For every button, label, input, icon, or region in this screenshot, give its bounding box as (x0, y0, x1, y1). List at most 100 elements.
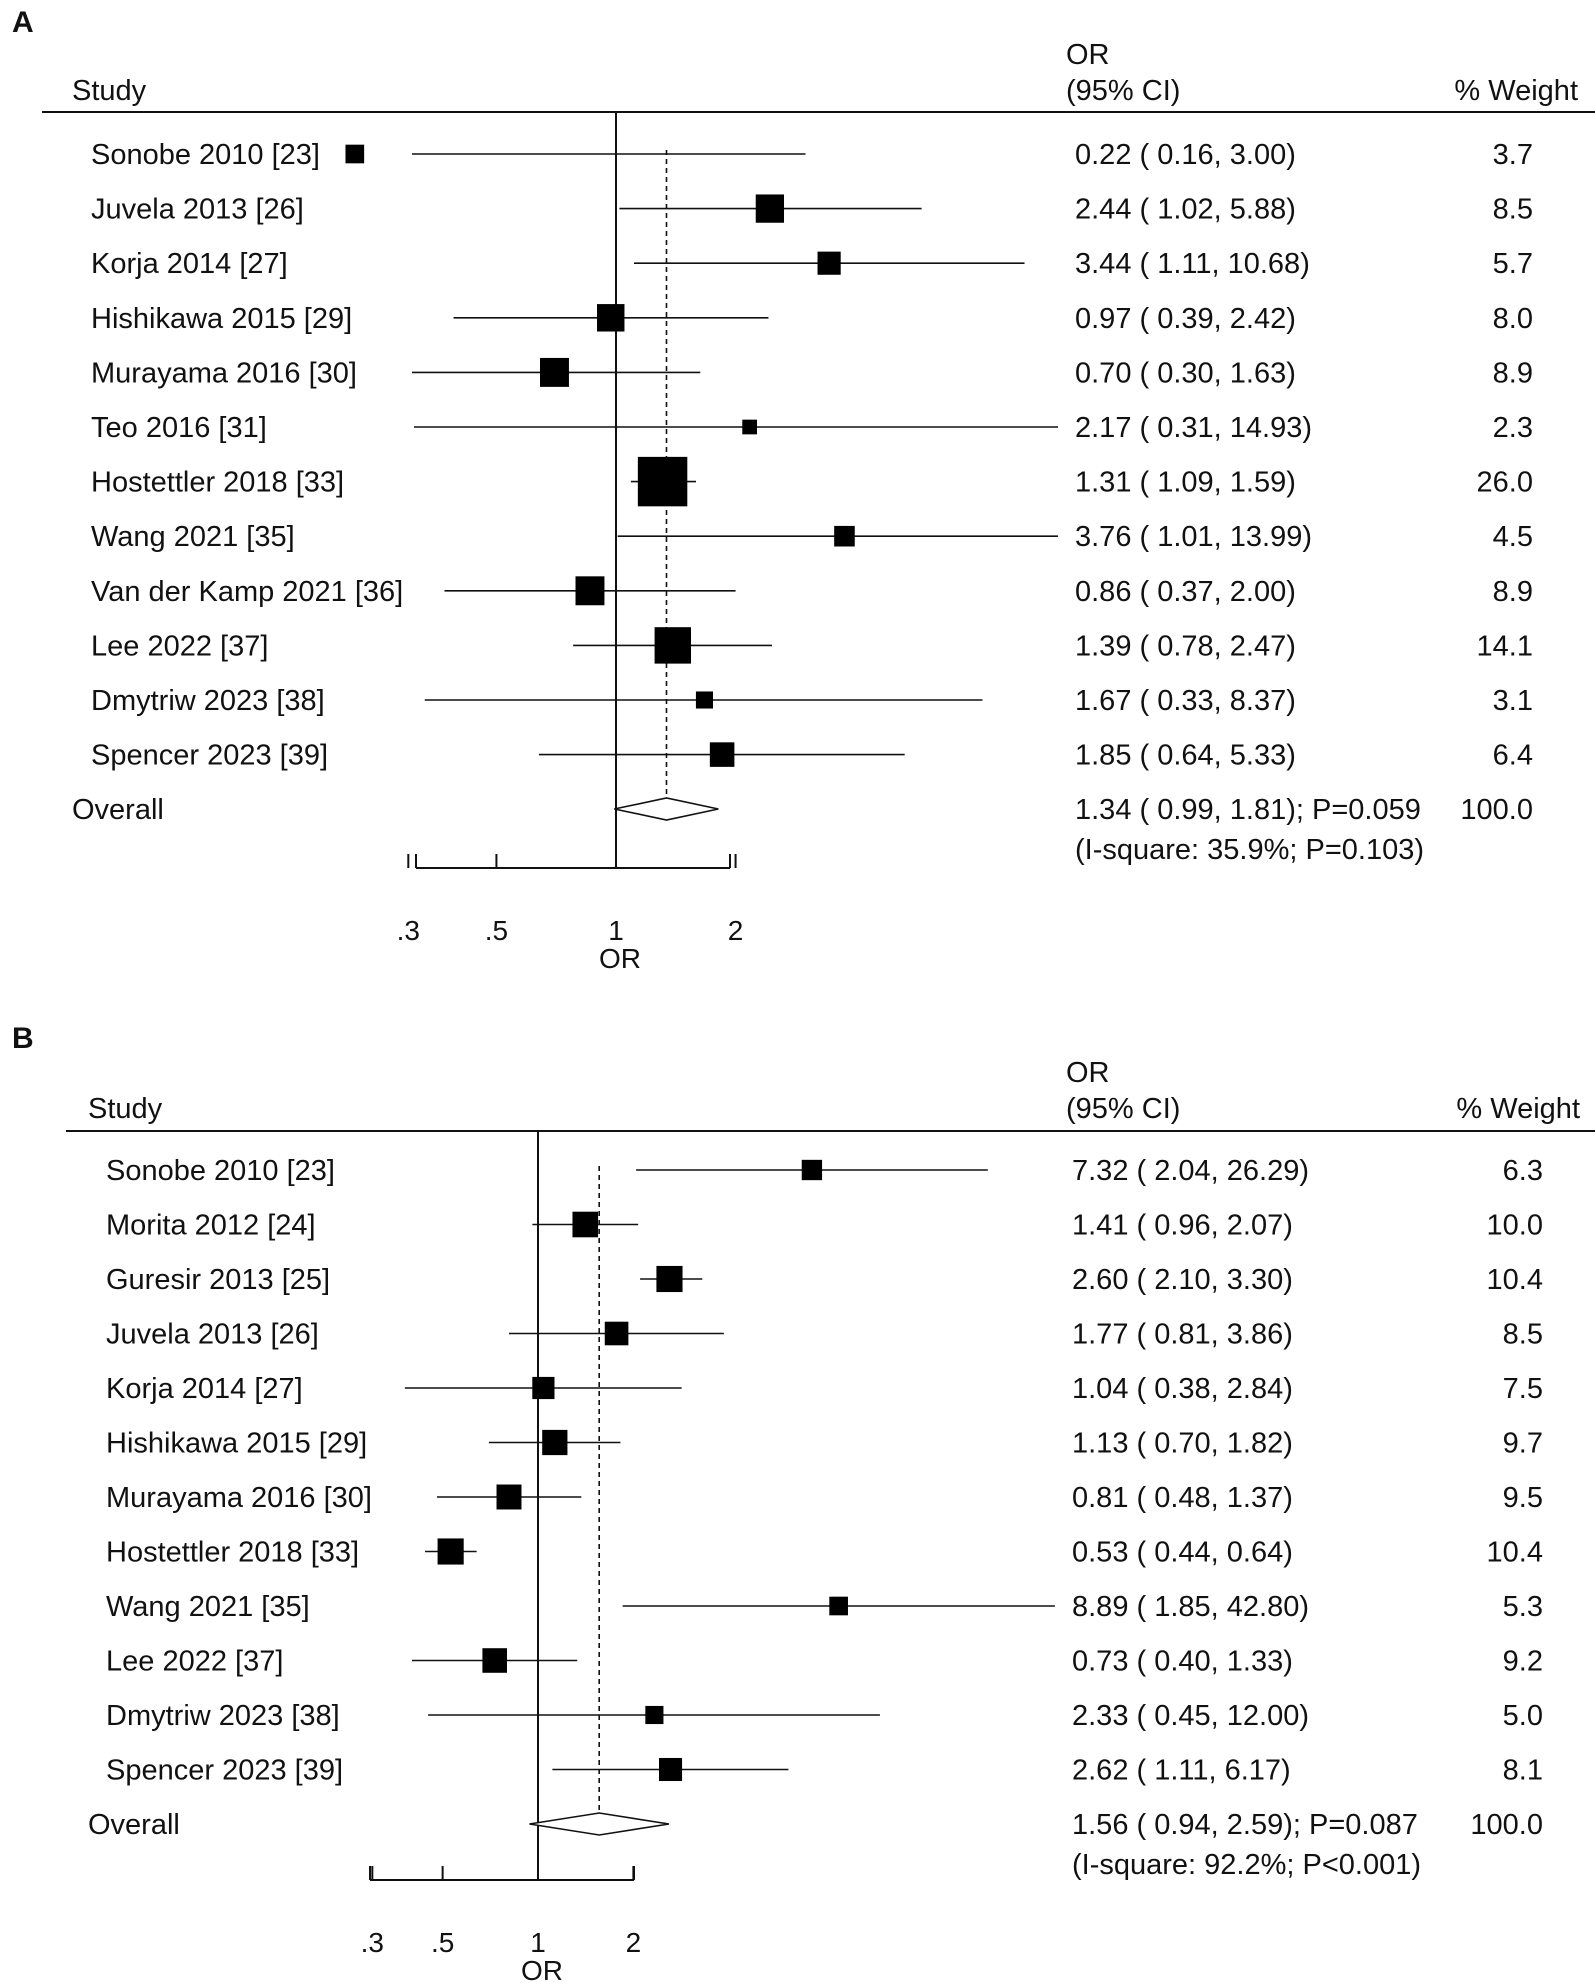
study-point-marker (656, 1265, 683, 1293)
study-or-ci: 1.13 ( 0.70, 1.82) (1072, 1428, 1293, 1460)
study-label: Juvela 2013 [26] (91, 194, 304, 226)
study-weight: 3.1 (1493, 685, 1533, 717)
study-weight: 8.9 (1493, 357, 1533, 389)
study-point-marker (742, 419, 757, 435)
overall-label: Overall (88, 1809, 180, 1841)
study-point-marker (834, 525, 855, 547)
panel-label: B (12, 1022, 34, 1055)
study-point-marker (695, 691, 714, 709)
study-point-marker (532, 1376, 555, 1400)
study-point-marker (572, 1211, 599, 1238)
study-or-ci: 3.44 ( 1.11, 10.68) (1075, 248, 1310, 280)
study-or-ci: 2.60 ( 2.10, 3.30) (1072, 1264, 1293, 1296)
study-weight: 10.0 (1487, 1210, 1543, 1242)
weight-column-header: % Weight (1456, 1093, 1580, 1125)
study-weight: 8.5 (1503, 1319, 1543, 1351)
x-tick-label: 1 (530, 1927, 546, 1958)
study-point-marker (604, 1321, 629, 1346)
study-weight: 26.0 (1477, 467, 1533, 499)
study-point-marker (637, 456, 688, 507)
overall-or-ci: 1.34 ( 0.99, 1.81); P=0.059 (1075, 794, 1421, 826)
study-label: Wang 2021 [35] (106, 1591, 310, 1623)
study-label: Juvela 2013 [26] (106, 1319, 319, 1351)
study-or-ci: 1.39 ( 0.78, 2.47) (1075, 630, 1296, 662)
study-or-ci: 0.97 ( 0.39, 2.42) (1075, 303, 1296, 335)
study-label: Murayama 2016 [30] (106, 1482, 372, 1514)
study-label: Hostettler 2018 [33] (106, 1537, 359, 1569)
overall-label: Overall (72, 794, 164, 826)
study-or-ci: 3.76 ( 1.01, 13.99) (1075, 521, 1312, 553)
study-point-marker (817, 251, 841, 275)
study-point-marker (709, 742, 735, 767)
x-tick-label: .3 (397, 915, 420, 946)
study-weight: 2.3 (1493, 412, 1533, 444)
study-point-marker (345, 144, 365, 164)
x-axis-label: OR (521, 1955, 563, 1986)
study-point-marker (575, 576, 605, 606)
forest-panel-a: A Study OR (95% CI) % Weight Sonobe 2010 [23]… (12, 6, 1595, 974)
study-label: Hostettler 2018 [33] (91, 467, 344, 499)
study-label: Sonobe 2010 [23] (106, 1155, 335, 1187)
study-label: Lee 2022 [37] (106, 1646, 283, 1678)
study-or-ci: 0.53 ( 0.44, 0.64) (1072, 1537, 1293, 1569)
study-or-ci: 2.33 ( 0.45, 12.00) (1072, 1700, 1309, 1732)
study-column-header: Study (88, 1093, 163, 1125)
weight-column-header: % Weight (1454, 75, 1578, 107)
study-weight: 10.4 (1487, 1537, 1543, 1569)
heterogeneity-stats: (I-square: 35.9%; P=0.103) (1075, 834, 1424, 866)
study-or-ci: 1.67 ( 0.33, 8.37) (1075, 685, 1296, 717)
forest-panel-b: B Study OR (95% CI) % Weight Sonobe 2010 [23]… (12, 1022, 1595, 1986)
study-point-marker (542, 1429, 568, 1456)
study-weight: 8.5 (1493, 194, 1533, 226)
study-weight: 6.3 (1503, 1155, 1543, 1187)
study-or-ci: 0.22 ( 0.16, 3.00) (1075, 139, 1296, 171)
overall-or-ci: 1.56 ( 0.94, 2.59); P=0.087 (1072, 1809, 1418, 1841)
study-label: Van der Kamp 2021 [36] (91, 576, 403, 608)
or-column-header: OR (1066, 1057, 1110, 1089)
study-label: Teo 2016 [31] (91, 412, 267, 444)
study-or-ci: 0.73 ( 0.40, 1.33) (1072, 1646, 1293, 1678)
study-or-ci: 2.62 ( 1.11, 6.17) (1072, 1755, 1291, 1787)
study-point-marker (801, 1159, 823, 1181)
x-tick-label: 2 (728, 915, 744, 946)
study-label: Lee 2022 [37] (91, 630, 268, 662)
ci-column-header: (95% CI) (1066, 75, 1180, 107)
study-or-ci: 2.44 ( 1.02, 5.88) (1075, 194, 1296, 226)
study-label: Dmytriw 2023 [38] (91, 685, 325, 717)
study-weight: 6.4 (1493, 740, 1533, 772)
study-label: Sonobe 2010 [23] (91, 139, 320, 171)
study-weight: 3.7 (1493, 139, 1533, 171)
overall-weight: 100.0 (1470, 1809, 1543, 1841)
or-column-header: OR (1066, 39, 1110, 71)
study-point-marker (540, 357, 569, 387)
study-weight: 9.7 (1503, 1428, 1543, 1460)
study-weight: 5.0 (1503, 1700, 1543, 1732)
study-point-marker (482, 1648, 507, 1673)
x-axis-label: OR (599, 943, 641, 974)
study-label: Hishikawa 2015 [29] (91, 303, 352, 335)
panel-label: A (12, 6, 34, 39)
overall-diamond (614, 797, 719, 821)
study-weight: 7.5 (1503, 1373, 1543, 1405)
study-point-marker (654, 627, 692, 664)
study-label: Hishikawa 2015 [29] (106, 1428, 367, 1460)
x-tick-label: .5 (431, 1927, 454, 1958)
overall-weight: 100.0 (1460, 794, 1533, 826)
study-weight: 9.2 (1503, 1646, 1543, 1678)
study-label: Guresir 2013 [25] (106, 1264, 330, 1296)
study-or-ci: 1.77 ( 0.81, 3.86) (1072, 1319, 1293, 1351)
study-label: Dmytriw 2023 [38] (106, 1700, 340, 1732)
study-point-marker (437, 1538, 464, 1565)
study-point-marker (755, 194, 785, 223)
study-label: Wang 2021 [35] (91, 521, 295, 553)
study-weight: 8.9 (1493, 576, 1533, 608)
study-weight: 5.3 (1503, 1591, 1543, 1623)
study-point-marker (829, 1596, 848, 1616)
overall-diamond (529, 1812, 670, 1836)
study-or-ci: 0.70 ( 0.30, 1.63) (1075, 357, 1296, 389)
x-tick-label: 2 (626, 1927, 642, 1958)
study-point-marker (597, 304, 625, 332)
x-tick-label: 1 (608, 915, 624, 946)
study-point-marker (496, 1484, 522, 1510)
